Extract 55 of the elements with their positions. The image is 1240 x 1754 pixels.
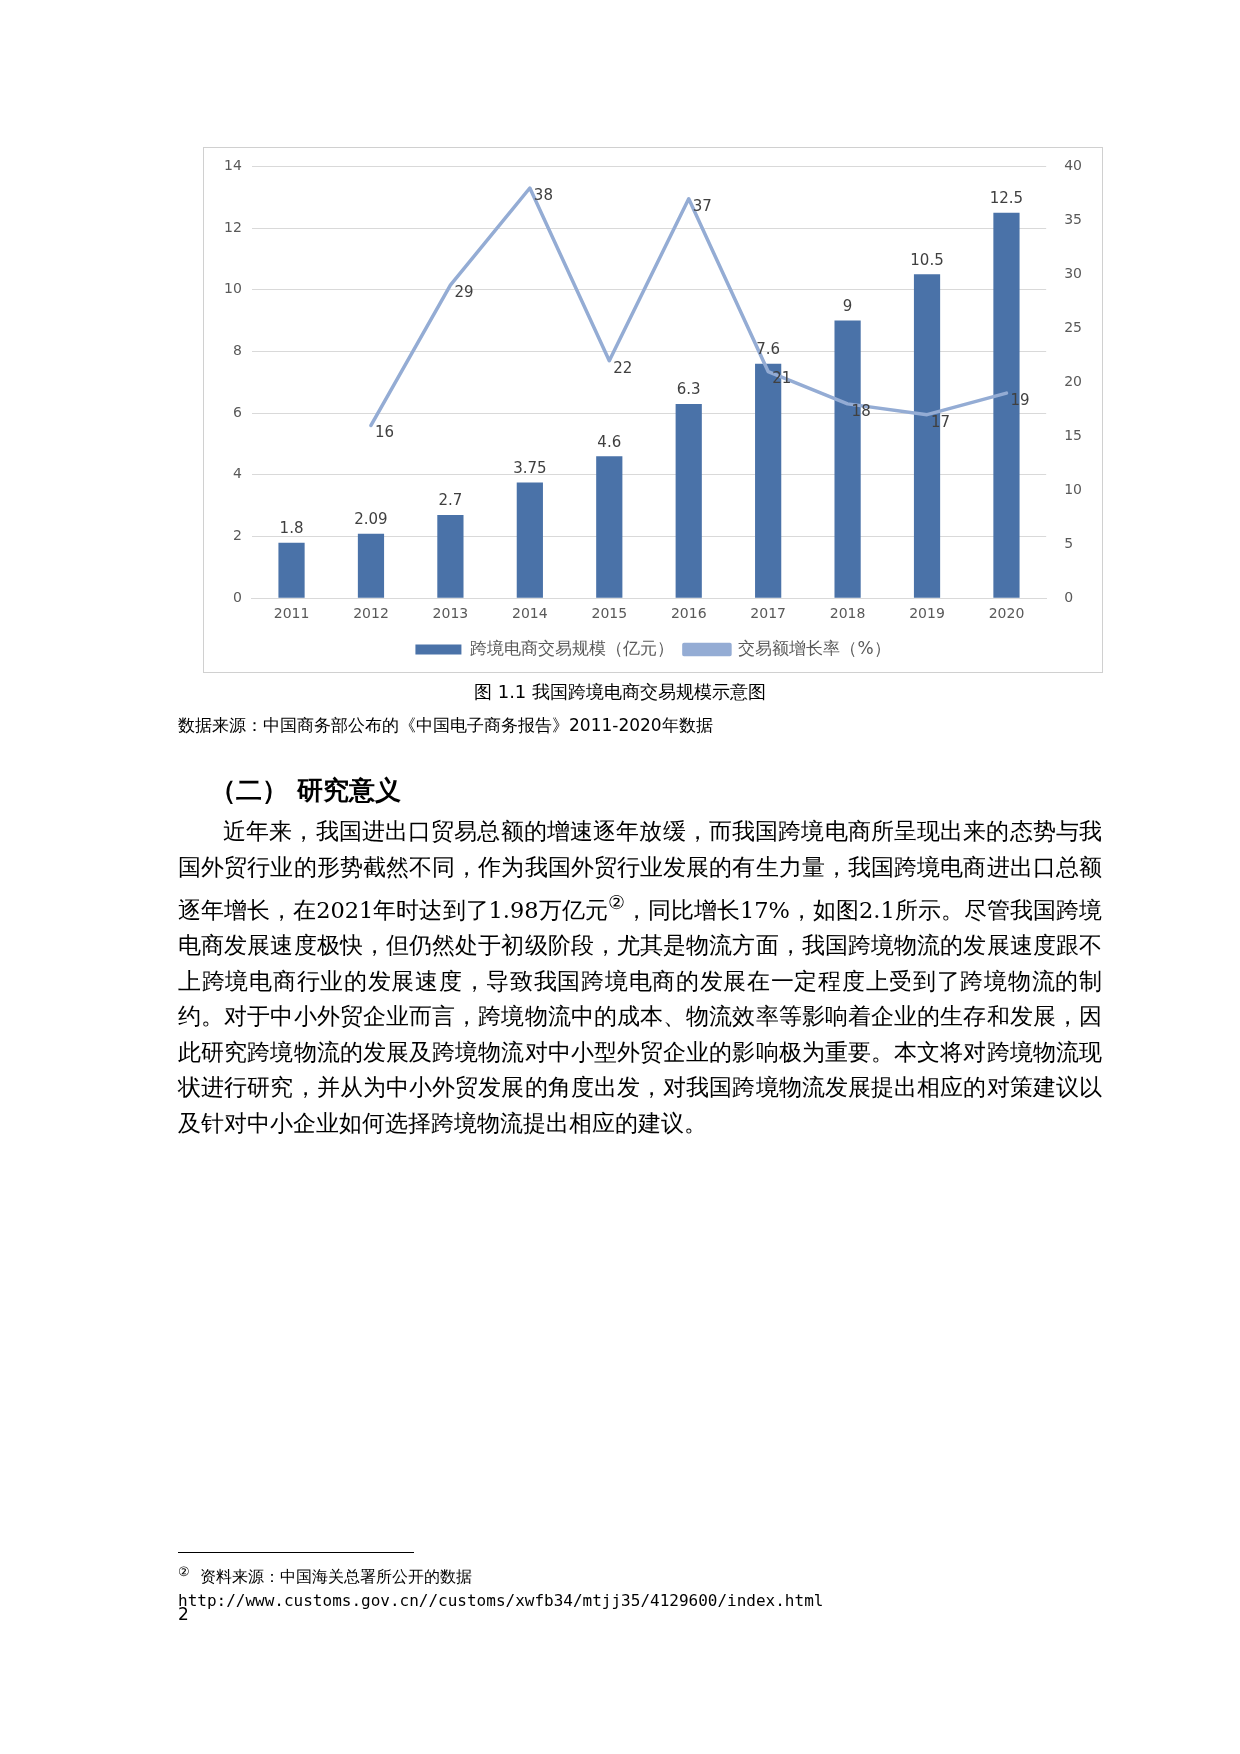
text: 图 1.1 我国跨境电商交易规模示意图	[472, 680, 768, 704]
data-label: 2.09	[354, 510, 388, 529]
data-label: 37	[692, 196, 712, 215]
x-tick-label: 2011	[273, 605, 310, 622]
data-label: 3.75	[513, 458, 547, 477]
x-tick-label: 2012	[353, 605, 389, 622]
y2-tick-label: 35	[1064, 211, 1083, 228]
bar	[278, 542, 305, 598]
y2-tick-label: 10	[1064, 480, 1083, 497]
x-tick-label: 2014	[512, 605, 548, 622]
x-tick-label: 2016	[670, 605, 707, 622]
x-tick-label: 2015	[591, 605, 628, 622]
data-label: 22	[613, 358, 633, 377]
data-label: 6.3	[676, 380, 701, 399]
y2-tick-label: 40	[1064, 157, 1083, 174]
x-tick-label: 2020	[988, 605, 1025, 622]
bar	[675, 403, 702, 598]
y2-tick-label: 15	[1064, 426, 1083, 443]
source-note: 数据来源：中国商务部公布的《中国电子商务报告》2011-2020年数据	[178, 714, 714, 737]
y-tick-label: 14	[223, 157, 242, 174]
y-tick-label: 8	[232, 342, 242, 359]
data-label: 1.8	[279, 519, 304, 538]
text: 近年来，我国进出口贸易总额的增速逐年放缓，而我国跨境电商所呈现出来的态势与我国外贸行业的形势截然不同，作为我国外贸行业发展的有生力量，我国跨境电商进出口总额逐年增长，在2021年时达到了1.98万亿元$^{②}$，同比增长17%，如图2.1所示。尽管我国跨境电商发展速度极快，但仍然处于初级阶段，尤其是物流方面，我国跨境物流的发展速度跟不上跨境电商行业的发展速度，导致我国跨境电商的发展在一定程度上受到了跨境物流的制约。对于中小外贸企业而言，跨境物流中的成本、物流效率等影响着企业的生存和发展，因此研究跨境物流的发展及跨境物流对中小型外贸企业的影响极为重要。本文将对跨境物流现状进行研究，并从为中小外贸发展的角度出发，对我国跨境物流发展提出相应的对策建议以及针对中小企业如何选择跨境物流提出相应的建议。	[178, 818, 1103, 1136]
y2-tick-label: 20	[1064, 372, 1083, 389]
x-tick-label: 2018	[829, 605, 866, 622]
bar	[516, 482, 543, 598]
x-tick-label: 2019	[909, 605, 945, 622]
bar	[357, 533, 385, 598]
data-label: 21	[772, 369, 792, 388]
data-label: 38	[533, 185, 553, 204]
y2-tick-label: 30	[1064, 264, 1083, 281]
x-tick-label: 2013	[432, 605, 469, 622]
y-tick-label: 0	[232, 588, 242, 605]
y-tick-label: 12	[223, 218, 242, 235]
data-label: 16	[374, 423, 395, 442]
y-tick-label: 6	[232, 403, 242, 420]
data-label: 12.5	[989, 189, 1024, 208]
legend-label: 跨境电商交易规模（亿元）	[469, 637, 674, 658]
y2-tick-label: 5	[1064, 534, 1074, 551]
legend-label: 交易额增长率（%）	[738, 637, 891, 658]
data-label: 10.5	[910, 250, 944, 269]
y2-tick-label: 0	[1064, 588, 1074, 605]
data-label: 2.7	[438, 491, 463, 510]
y2-tick-label: 25	[1064, 318, 1083, 335]
bar	[437, 514, 464, 598]
bar	[596, 456, 623, 598]
y-tick-label: 4	[232, 465, 242, 482]
data-label: 18	[851, 401, 871, 420]
data-label: 9	[842, 297, 853, 315]
x-tick-label: 2017	[750, 605, 786, 622]
data-label: 29	[454, 283, 474, 302]
data-label: 4.6	[597, 432, 622, 451]
text: （二） 研究意义	[210, 774, 403, 807]
y-tick-label: 10	[223, 280, 242, 297]
y-tick-label: 2	[232, 527, 242, 544]
